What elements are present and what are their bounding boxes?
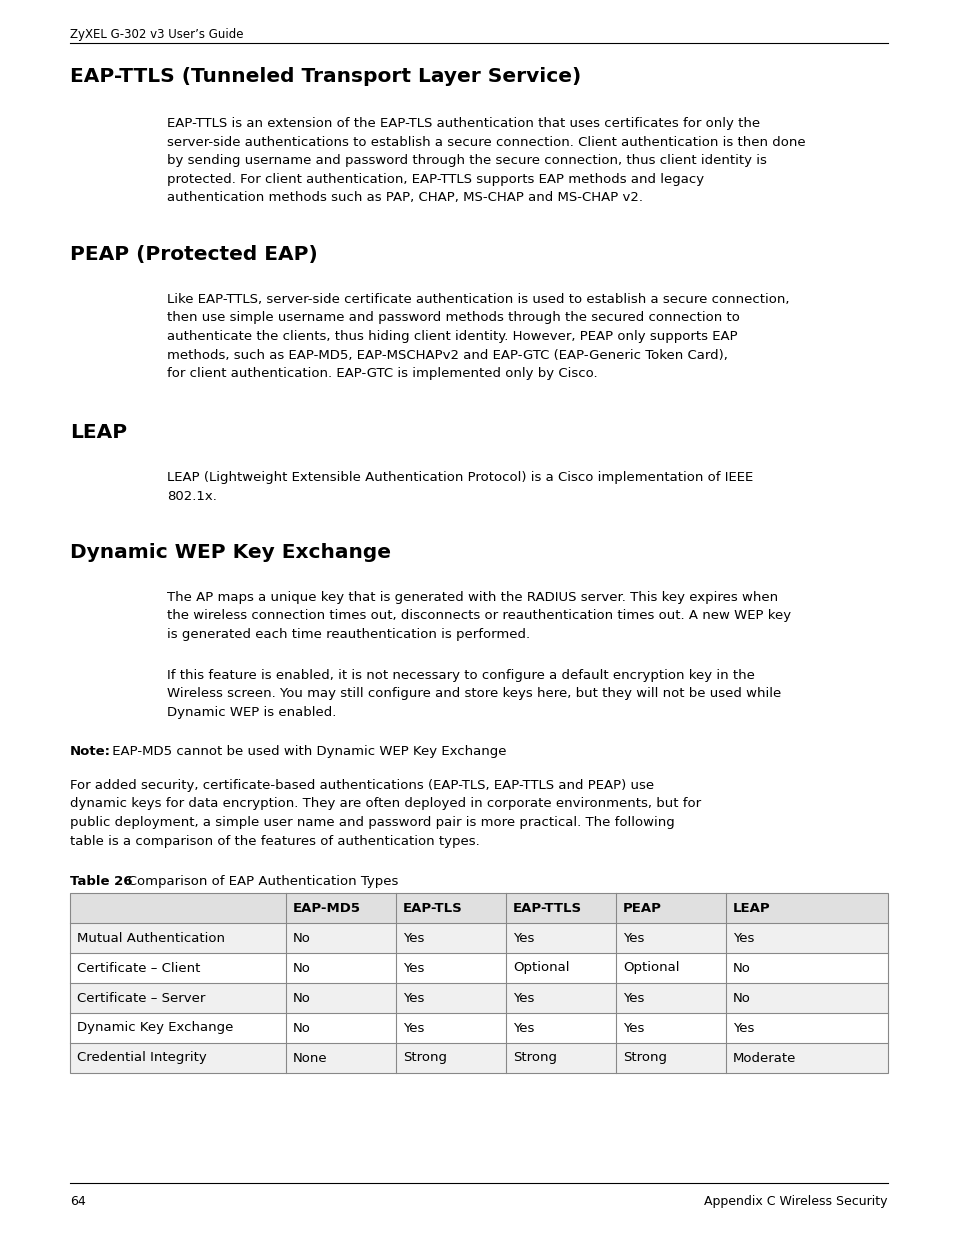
Text: Yes: Yes — [513, 931, 534, 945]
Bar — [70, 953, 887, 983]
Text: No: No — [293, 962, 311, 974]
Text: Yes: Yes — [622, 1021, 643, 1035]
Text: PEAP: PEAP — [622, 902, 661, 914]
Text: If this feature is enabled, it is not necessary to configure a default encryptio: If this feature is enabled, it is not ne… — [167, 669, 781, 719]
Bar — [70, 923, 887, 953]
Text: EAP-MD5: EAP-MD5 — [293, 902, 360, 914]
Text: No: No — [293, 931, 311, 945]
Text: Yes: Yes — [402, 962, 424, 974]
Text: PEAP (Protected EAP): PEAP (Protected EAP) — [70, 245, 317, 264]
Text: None: None — [293, 1051, 327, 1065]
Text: Certificate – Server: Certificate – Server — [77, 992, 205, 1004]
Text: Moderate: Moderate — [732, 1051, 796, 1065]
Text: Optional: Optional — [513, 962, 569, 974]
Text: Optional: Optional — [622, 962, 679, 974]
Text: Table 26: Table 26 — [70, 876, 132, 888]
Text: Yes: Yes — [402, 1021, 424, 1035]
Text: ZyXEL G-302 v3 User’s Guide: ZyXEL G-302 v3 User’s Guide — [70, 28, 243, 41]
Text: Yes: Yes — [402, 992, 424, 1004]
Text: Yes: Yes — [732, 1021, 754, 1035]
Text: LEAP (Lightweight Extensible Authentication Protocol) is a Cisco implementation : LEAP (Lightweight Extensible Authenticat… — [167, 471, 753, 503]
Text: No: No — [293, 992, 311, 1004]
Text: EAP-TLS: EAP-TLS — [402, 902, 462, 914]
Text: Strong: Strong — [513, 1051, 557, 1065]
Text: EAP-TTLS (Tunneled Transport Layer Service): EAP-TTLS (Tunneled Transport Layer Servi… — [70, 67, 580, 86]
Text: Yes: Yes — [622, 992, 643, 1004]
Text: Mutual Authentication: Mutual Authentication — [77, 931, 225, 945]
Bar — [70, 1044, 887, 1073]
Text: The AP maps a unique key that is generated with the RADIUS server. This key expi: The AP maps a unique key that is generat… — [167, 592, 790, 641]
Text: Credential Integrity: Credential Integrity — [77, 1051, 207, 1065]
Text: For added security, certificate-based authentications (EAP-TLS, EAP-TTLS and PEA: For added security, certificate-based au… — [70, 779, 700, 847]
Text: Certificate – Client: Certificate – Client — [77, 962, 200, 974]
Text: Yes: Yes — [402, 931, 424, 945]
Text: Strong: Strong — [402, 1051, 447, 1065]
Text: Dynamic WEP Key Exchange: Dynamic WEP Key Exchange — [70, 543, 391, 562]
Bar — [70, 983, 887, 1013]
Text: Note:: Note: — [70, 745, 111, 758]
Text: Yes: Yes — [513, 1021, 534, 1035]
Text: LEAP: LEAP — [70, 424, 127, 442]
Text: Appendix C Wireless Security: Appendix C Wireless Security — [703, 1195, 887, 1208]
Text: Strong: Strong — [622, 1051, 666, 1065]
Text: EAP-TTLS: EAP-TTLS — [513, 902, 581, 914]
Text: EAP-TTLS is an extension of the EAP-TLS authentication that uses certificates fo: EAP-TTLS is an extension of the EAP-TLS … — [167, 117, 804, 204]
Text: Yes: Yes — [732, 931, 754, 945]
Bar — [70, 893, 887, 923]
Text: No: No — [293, 1021, 311, 1035]
Text: Dynamic Key Exchange: Dynamic Key Exchange — [77, 1021, 233, 1035]
Text: EAP-MD5 cannot be used with Dynamic WEP Key Exchange: EAP-MD5 cannot be used with Dynamic WEP … — [108, 745, 506, 758]
Text: Yes: Yes — [622, 931, 643, 945]
Bar — [70, 893, 887, 1073]
Text: Comparison of EAP Authentication Types: Comparison of EAP Authentication Types — [115, 876, 398, 888]
Text: No: No — [732, 962, 750, 974]
Text: 64: 64 — [70, 1195, 86, 1208]
Bar — [70, 1013, 887, 1044]
Text: Like EAP-TTLS, server-side certificate authentication is used to establish a sec: Like EAP-TTLS, server-side certificate a… — [167, 293, 789, 380]
Text: Yes: Yes — [513, 992, 534, 1004]
Text: No: No — [732, 992, 750, 1004]
Text: LEAP: LEAP — [732, 902, 770, 914]
